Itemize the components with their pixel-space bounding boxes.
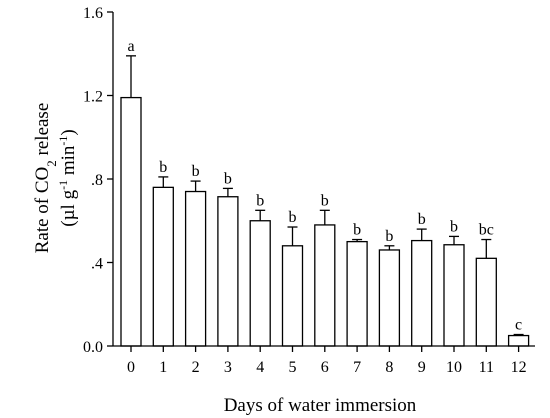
y-ticks-group: 0.0 .4 .8 1.2 1.6 [83, 5, 113, 356]
y-tick-label-1.2: 1.2 [83, 89, 103, 106]
y-title-subscript: 2 [44, 160, 59, 167]
bar-day-4 [249, 220, 271, 347]
error-bars-group [126, 55, 524, 336]
y-tick-label-0.0: 0.0 [83, 339, 103, 356]
y-title-part: release [32, 103, 53, 160]
significance-label-day-8: b [385, 228, 393, 245]
bar-day-6 [314, 224, 336, 347]
x-tick-label-2: 2 [192, 359, 200, 376]
x-tick-label-11: 11 [479, 359, 494, 376]
bars-group [120, 96, 530, 347]
x-tick-label-5: 5 [289, 359, 297, 376]
significance-label-day-4: b [256, 192, 264, 209]
significance-label-day-10: b [450, 218, 458, 235]
x-tick-label-0: 0 [127, 359, 135, 376]
significance-label-day-3: b [224, 170, 232, 187]
bar-day-8 [378, 249, 401, 347]
x-tick-label-8: 8 [385, 359, 393, 376]
significance-label-day-6: b [321, 192, 329, 209]
bar-day-9 [411, 239, 433, 347]
bar-day-12 [507, 334, 530, 347]
x-ticks-group: 0 1 2 3 4 5 6 7 8 9 10 11 12 [127, 346, 527, 376]
x-tick-label-10: 10 [446, 359, 462, 376]
y-tick-label-.8: .8 [91, 172, 103, 189]
y-axis-title-line2: (µl g-1 min-1) [56, 129, 79, 226]
y-title-superscript: -1 [56, 180, 70, 190]
x-tick-label-6: 6 [321, 359, 329, 376]
y-title-part: Rate of CO [32, 167, 53, 254]
bar-day-2 [184, 190, 207, 347]
y-axis-title: Rate of CO2 release (µl g-1 min-1) [32, 103, 79, 254]
significance-label-day-11: bc [479, 222, 494, 239]
x-tick-label-7: 7 [353, 359, 361, 376]
x-tick-label-12: 12 [511, 359, 527, 376]
significance-labels-group: a b b b b b b b b b b bc c [127, 38, 522, 334]
x-tick-label-4: 4 [256, 359, 264, 376]
bar-day-5 [281, 245, 304, 347]
y-tick-label-.4: .4 [91, 256, 103, 273]
y-axis-title-line1: Rate of CO2 release [32, 103, 59, 254]
significance-label-day-12: c [515, 317, 522, 334]
y-title-part: (µl g [58, 189, 79, 226]
bar-day-7 [346, 240, 368, 347]
bar-day-11 [475, 257, 497, 347]
bar-day-10 [443, 244, 465, 347]
x-tick-label-3: 3 [224, 359, 232, 376]
y-tick-label-1.6: 1.6 [83, 5, 103, 22]
significance-label-day-5: b [289, 209, 297, 226]
bar-day-0 [120, 96, 142, 347]
significance-label-day-0: a [127, 38, 134, 55]
x-tick-label-1: 1 [159, 359, 167, 376]
significance-label-day-1: b [159, 159, 167, 176]
significance-label-day-7: b [353, 222, 361, 239]
y-title-part: ) [58, 129, 79, 135]
x-axis-title: Days of water immersion [224, 395, 417, 416]
significance-label-day-9: b [418, 211, 426, 228]
y-title-part: min [58, 145, 79, 180]
bar-day-1 [152, 186, 174, 347]
bar-day-3 [217, 196, 239, 347]
significance-label-day-2: b [192, 163, 200, 180]
x-tick-label-9: 9 [418, 359, 426, 376]
y-title-superscript: -1 [56, 136, 70, 146]
